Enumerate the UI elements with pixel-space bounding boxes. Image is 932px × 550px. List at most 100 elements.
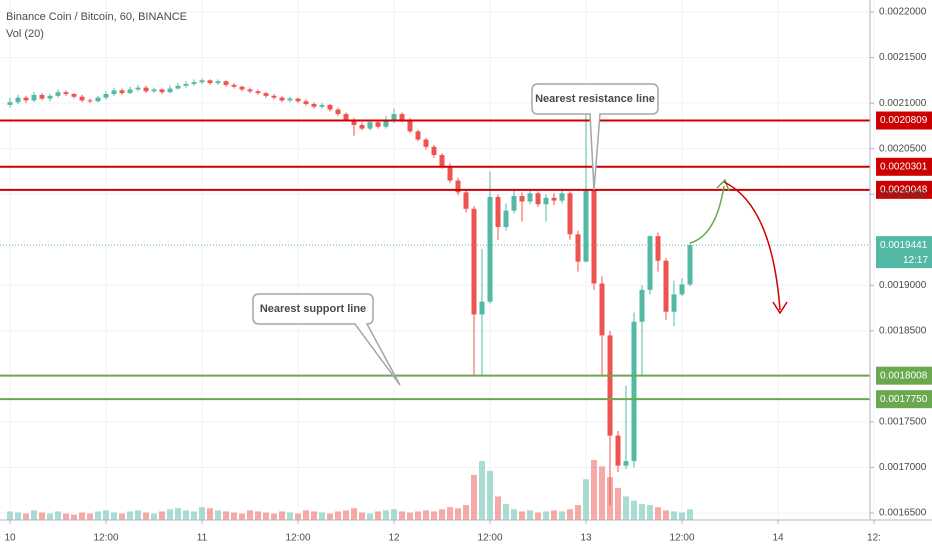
candle-body <box>111 90 117 95</box>
volume-bar <box>399 511 405 520</box>
candle-body <box>671 294 677 312</box>
candle-body <box>351 119 357 125</box>
candle-body <box>319 104 325 107</box>
candle-body <box>191 82 197 84</box>
volume-bar <box>487 470 493 520</box>
candle-body <box>519 196 525 202</box>
candle-body <box>247 89 253 92</box>
chart-subtitle: Vol (20) <box>6 28 44 40</box>
candle-body <box>415 131 421 140</box>
candle-body <box>383 121 389 127</box>
y-tick-label: 0.0021500 <box>879 52 927 63</box>
candle-body <box>295 98 301 102</box>
volume-bar <box>159 511 165 520</box>
volume-bar <box>671 511 677 520</box>
volume-bar <box>415 511 421 520</box>
volume-bar <box>295 513 301 520</box>
volume-bar <box>463 505 469 520</box>
y-tick-label: 0.0021000 <box>879 98 927 109</box>
volume-bar <box>151 513 157 520</box>
candle-body <box>463 192 469 209</box>
volume-bar <box>519 511 525 520</box>
volume-bar <box>383 510 389 520</box>
x-tick-label: 10 <box>4 533 16 544</box>
candle-body <box>391 114 397 122</box>
volume-bar <box>239 513 245 520</box>
volume-bar <box>663 510 669 520</box>
level-label-bg <box>876 366 932 385</box>
candle-body <box>79 96 85 101</box>
candle-body <box>207 80 213 84</box>
candle-body <box>335 109 341 115</box>
volume-bar <box>351 508 357 520</box>
volume-bar <box>31 510 37 520</box>
level-label-bg <box>876 390 932 409</box>
x-tick-label: 12:00 <box>285 533 310 544</box>
candle-body <box>359 124 365 129</box>
candle-body <box>639 289 645 322</box>
candle-body <box>167 88 173 93</box>
level-label-bg <box>876 111 932 130</box>
y-tick-label: 0.0020500 <box>879 143 927 154</box>
volume-bar <box>647 505 653 520</box>
volume-bar <box>455 508 461 520</box>
candle-body <box>231 84 237 87</box>
volume-bar <box>175 508 181 520</box>
volume-bar <box>191 511 197 520</box>
candle-body <box>615 435 621 466</box>
x-tick-label: 12: <box>867 533 881 544</box>
volume-bar <box>575 505 581 520</box>
candle-body <box>455 180 461 193</box>
volume-bar <box>47 513 53 520</box>
candle-body <box>567 193 573 235</box>
volume-bar <box>343 510 349 520</box>
candle-body <box>399 114 405 120</box>
candle-body <box>407 119 413 132</box>
forecast-arrow-up <box>689 185 725 244</box>
volume-bar <box>223 511 229 520</box>
candle-body <box>527 193 533 202</box>
candle-body <box>679 284 685 295</box>
volume-bar <box>335 511 341 520</box>
volume-bar <box>391 509 397 520</box>
candle-body <box>159 89 165 93</box>
candle-body <box>183 83 189 86</box>
candle-body <box>375 122 381 127</box>
volume-bar <box>431 511 437 520</box>
x-tick-label: 13 <box>580 533 592 544</box>
y-tick-label: 0.0017000 <box>879 462 927 473</box>
volume-bar <box>183 510 189 520</box>
volume-bar <box>543 511 549 520</box>
volume-bar <box>527 510 533 520</box>
candle-body <box>55 92 61 96</box>
volume-bar <box>503 503 509 520</box>
volume-bar <box>327 513 333 520</box>
volume-bar <box>167 509 173 520</box>
candle-body <box>87 100 93 102</box>
candle-body <box>215 81 221 84</box>
annotation: Nearest resistance line <box>535 93 655 105</box>
candle-body <box>647 236 653 290</box>
candle-body <box>487 196 493 302</box>
volume-bar <box>511 509 517 520</box>
volume-bar <box>111 512 117 520</box>
y-tick-label: 0.0016500 <box>879 508 927 519</box>
volume-bar <box>551 510 557 520</box>
volume-bar <box>199 507 205 520</box>
volume-bar <box>655 507 661 520</box>
volume-bar <box>207 508 213 520</box>
candle-body <box>423 139 429 147</box>
volume-bar <box>679 512 685 520</box>
candle-body <box>367 122 373 129</box>
volume-bar <box>367 513 373 520</box>
candle-body <box>255 91 261 94</box>
candle-body <box>279 97 285 101</box>
annotation: Nearest support line <box>260 303 366 315</box>
candle-body <box>687 245 693 285</box>
candle-body <box>479 301 485 315</box>
volume-bar <box>279 511 285 520</box>
candle-body <box>551 197 557 201</box>
candle-body <box>23 97 29 101</box>
volume-bar <box>535 512 541 520</box>
y-tick-label: 0.0022000 <box>879 7 927 18</box>
